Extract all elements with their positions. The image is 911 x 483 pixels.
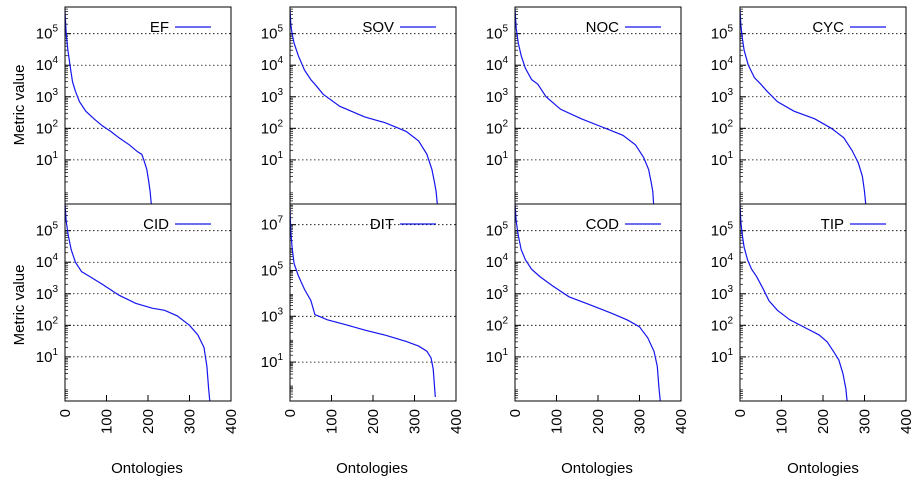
- x-tick-label: 300: [407, 409, 424, 434]
- y-tick-label: 105: [486, 221, 509, 240]
- x-tick-label: 300: [182, 409, 199, 434]
- series-line-cod: [515, 204, 661, 401]
- panel-cyc: 101 102 103 104 105 CYC: [711, 6, 907, 205]
- y-tick-label: 104: [711, 55, 734, 74]
- xlabel-4: Ontologies: [787, 460, 859, 477]
- legend-label: DIT: [370, 216, 394, 233]
- panel-cid: 101 102 103 104 105 0 100 200 300 400 CID: [36, 203, 240, 434]
- xlabel-2: Ontologies: [336, 460, 408, 477]
- x-tick-label: 200: [815, 409, 832, 434]
- x-tick-label: 400: [898, 409, 911, 434]
- y-tick-label: 102: [486, 315, 509, 334]
- y-tick-label: 103: [486, 87, 509, 106]
- y-tick-label: 101: [711, 150, 734, 169]
- y-tick-label: 105: [36, 221, 59, 240]
- y-tick-label: 103: [36, 87, 59, 106]
- x-tick-label: 0: [732, 409, 749, 417]
- y-tick-label: 103: [36, 284, 59, 303]
- plot-frame: [64, 203, 232, 402]
- plot-frame: [514, 203, 682, 402]
- y-tick-label: 103: [486, 284, 509, 303]
- legend-label: SOV: [362, 19, 394, 36]
- plot-frame: [289, 203, 457, 402]
- y-tick-label: 105: [711, 221, 734, 240]
- y-tick-label: 102: [36, 118, 59, 137]
- y-tick-label: 103: [711, 87, 734, 106]
- x-tick-label: 100: [549, 409, 566, 434]
- y-tick-label: 103: [711, 284, 734, 303]
- y-tick-label: 107: [261, 215, 284, 234]
- legend-label: TIP: [821, 216, 844, 233]
- y-tick-label: 105: [261, 260, 284, 279]
- y-tick-label: 102: [711, 315, 734, 334]
- y-tick-label: 104: [36, 252, 59, 271]
- x-tick-label: 100: [99, 409, 116, 434]
- legend-label: CID: [143, 216, 169, 233]
- plot-frame: [739, 6, 907, 205]
- series-line-noc: [515, 9, 655, 204]
- xlabel-1: Ontologies: [111, 460, 183, 477]
- legend-label: CYC: [812, 19, 844, 36]
- y-tick-label: 101: [36, 347, 59, 366]
- panel-dit: 101 103 105 107 0 100 200 300 400 DIT: [261, 203, 465, 434]
- plot-frame: [514, 6, 682, 205]
- y-tick-label: 101: [486, 347, 509, 366]
- series-line-cid: [65, 204, 211, 401]
- x-tick-label: 300: [857, 409, 874, 434]
- y-tick-label: 104: [36, 55, 59, 74]
- panel-sov: 101 102 103 104 105 SOV: [261, 6, 457, 205]
- y-tick-label: 101: [261, 150, 284, 169]
- x-tick-label: 0: [282, 409, 299, 417]
- series-line-sov: [290, 9, 438, 204]
- x-tick-label: 400: [448, 409, 465, 434]
- x-tick-label: 200: [140, 409, 157, 434]
- ylabel-top: Metric value: [11, 65, 28, 146]
- y-tick-label: 102: [261, 118, 284, 137]
- y-tick-label: 102: [711, 118, 734, 137]
- x-tick-label: 0: [57, 409, 74, 417]
- y-tick-label: 104: [711, 252, 734, 271]
- xlabel-3: Ontologies: [561, 460, 633, 477]
- y-tick-label: 101: [486, 150, 509, 169]
- x-tick-label: 200: [590, 409, 607, 434]
- y-tick-label: 102: [36, 315, 59, 334]
- ylabel-bottom: Metric value: [11, 265, 28, 346]
- plot-frame: [289, 6, 457, 205]
- y-tick-label: 105: [36, 24, 59, 43]
- y-tick-label: 102: [486, 118, 509, 137]
- x-tick-label: 400: [223, 409, 240, 434]
- y-tick-label: 105: [486, 24, 509, 43]
- plot-frame: [739, 203, 907, 402]
- x-tick-label: 0: [507, 409, 524, 417]
- x-tick-label: 400: [673, 409, 690, 434]
- panel-noc: 101 102 103 104 105 NOC: [486, 6, 682, 205]
- legend-label: COD: [586, 216, 620, 233]
- y-tick-label: 104: [486, 55, 509, 74]
- x-tick-label: 100: [324, 409, 341, 434]
- y-tick-label: 104: [486, 252, 509, 271]
- y-tick-label: 105: [711, 24, 734, 43]
- legend-label: NOC: [586, 19, 620, 36]
- legend-label: EF: [150, 19, 169, 36]
- y-tick-label: 101: [36, 150, 59, 169]
- x-tick-label: 100: [774, 409, 791, 434]
- x-tick-label: 300: [632, 409, 649, 434]
- y-tick-label: 104: [261, 55, 284, 74]
- y-tick-label: 105: [261, 24, 284, 43]
- panel-tip: 101 102 103 104 105 0 100 200 300 400 TIP: [711, 203, 911, 434]
- y-tick-label: 101: [261, 352, 284, 371]
- series-line-tip: [740, 204, 848, 401]
- y-tick-label: 103: [261, 87, 284, 106]
- panel-ef: 101 102 103 104 105 EF: [36, 6, 232, 205]
- x-tick-label: 200: [365, 409, 382, 434]
- series-line-dit: [290, 208, 436, 398]
- series-line-ef: [65, 11, 152, 204]
- y-tick-label: 101: [711, 347, 734, 366]
- panel-cod: 101 102 103 104 105 0 100 200 300 400 COD: [486, 203, 690, 434]
- y-tick-label: 103: [261, 306, 284, 325]
- series-line-cyc: [740, 9, 867, 204]
